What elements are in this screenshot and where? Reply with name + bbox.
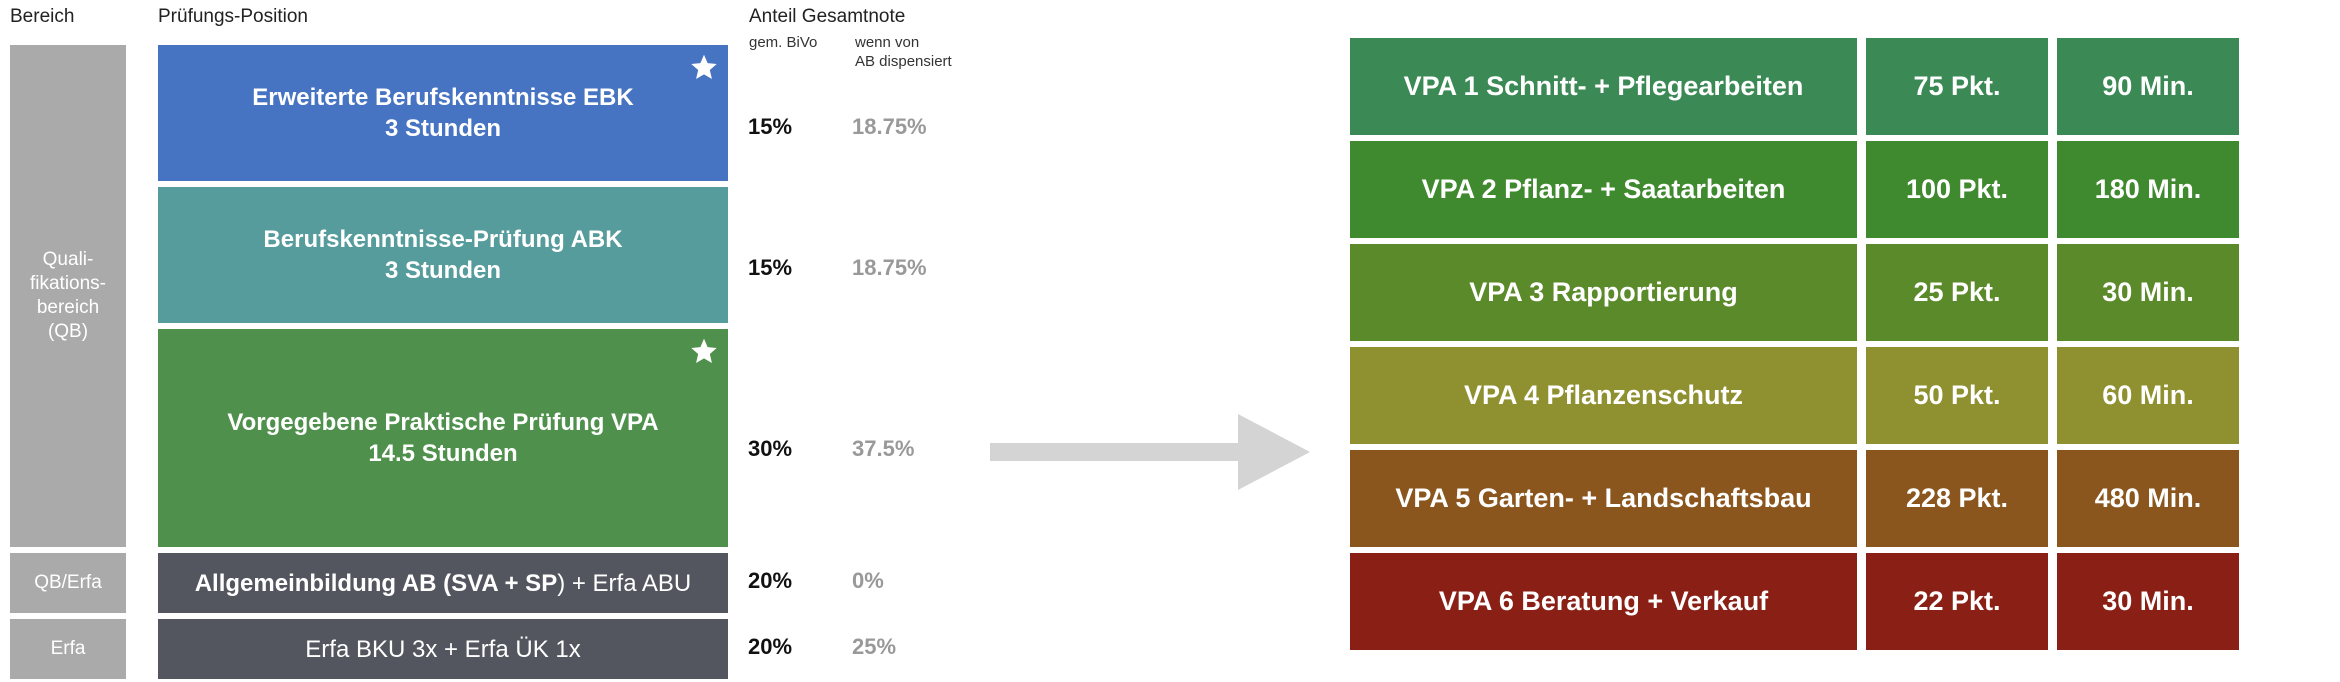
vpa-points-cell: 228 Pkt. bbox=[1866, 450, 2048, 547]
vpa-points-cell: 100 Pkt. bbox=[1866, 141, 2048, 238]
block-vpa: Vorgegebene Praktische Prüfung VPA 14.5 … bbox=[158, 329, 728, 547]
area-qb-erfa: QB/Erfa bbox=[10, 553, 126, 613]
vpa-minutes-cell: 30 Min. bbox=[2057, 553, 2239, 650]
pct-dispensiert-abk: 18.75% bbox=[852, 255, 927, 280]
vpa-minutes-cell: 180 Min. bbox=[2057, 141, 2239, 238]
area-qb-line4: (QB) bbox=[47, 321, 89, 342]
block-ebk: Erweiterte Berufskenntnisse EBK 3 Stunde… bbox=[158, 45, 728, 181]
pct-dispensiert-erfa: 25% bbox=[852, 634, 897, 659]
area-qb: Quali- fikations- bereich (QB) bbox=[10, 45, 126, 547]
block-ebk-duration: 3 Stunden bbox=[384, 115, 501, 142]
header-dispensiert-line1: wenn von bbox=[855, 34, 920, 51]
area-erfa-label: Erfa bbox=[50, 638, 86, 659]
vpa-name-cell: VPA 5 Garten- + Landschaftsbau bbox=[1350, 450, 1857, 547]
header-bivo: gem. BiVo bbox=[749, 34, 818, 51]
block-vpa-title: Vorgegebene Praktische Prüfung VPA bbox=[227, 409, 659, 436]
pct-bivo-erfa: 20% bbox=[748, 634, 793, 659]
arrow-right-icon bbox=[990, 414, 1310, 490]
block-erfa: Erfa BKU 3x + Erfa ÜK 1x bbox=[158, 619, 728, 679]
header-dispensiert: wenn von AB dispensiert bbox=[855, 33, 952, 71]
block-ab-part1: Allgemeinbildung AB ( bbox=[194, 569, 452, 597]
pct-bivo-vpa: 30% bbox=[748, 436, 793, 461]
area-qb-line3: bereich bbox=[36, 297, 100, 318]
area-qb-erfa-label: QB/Erfa bbox=[34, 572, 102, 593]
star-icon bbox=[691, 338, 717, 364]
block-ab-part3: ) + Erfa ABU bbox=[557, 569, 692, 597]
vpa-points-cell: 25 Pkt. bbox=[1866, 244, 2048, 341]
area-qb-line2: fikations- bbox=[29, 273, 107, 294]
block-ebk-title: Erweiterte Berufskenntnisse EBK bbox=[252, 84, 634, 111]
block-abk: Berufskenntnisse-Prüfung ABK 3 Stunden bbox=[158, 187, 728, 323]
header-bereich: Bereich bbox=[10, 6, 75, 27]
area-qb-line1: Quali- bbox=[42, 249, 94, 270]
vpa-minutes-cell: 60 Min. bbox=[2057, 347, 2239, 444]
vpa-name-cell: VPA 4 Pflanzenschutz bbox=[1350, 347, 1857, 444]
pct-dispensiert-ebk: 18.75% bbox=[852, 114, 927, 139]
pct-bivo-ebk: 15% bbox=[748, 114, 793, 139]
vpa-minutes-cell: 480 Min. bbox=[2057, 450, 2239, 547]
header-anteil: Anteil Gesamtnote bbox=[749, 6, 906, 27]
block-abk-title: Berufskenntnisse-Prüfung ABK bbox=[263, 226, 623, 253]
block-vpa-duration: 14.5 Stunden bbox=[368, 440, 518, 467]
vpa-points-cell: 75 Pkt. bbox=[1866, 38, 2048, 135]
star-icon bbox=[691, 54, 717, 80]
vpa-minutes-cell: 90 Min. bbox=[2057, 38, 2239, 135]
area-erfa: Erfa bbox=[10, 619, 126, 679]
vpa-minutes-cell: 30 Min. bbox=[2057, 244, 2239, 341]
pct-dispensiert-ab: 0% bbox=[852, 568, 884, 593]
vpa-name-cell: VPA 2 Pflanz- + Saatarbeiten bbox=[1350, 141, 1857, 238]
block-ab-part2: SVA + SP bbox=[451, 569, 558, 597]
vpa-name-cell: VPA 6 Beratung + Verkauf bbox=[1350, 553, 1857, 650]
vpa-name-cell: VPA 1 Schnitt- + Pflegearbeiten bbox=[1350, 38, 1857, 135]
pct-bivo-ab: 20% bbox=[748, 568, 793, 593]
vpa-points-cell: 22 Pkt. bbox=[1866, 553, 2048, 650]
pct-dispensiert-vpa: 37.5% bbox=[852, 436, 915, 461]
block-ab-text: Allgemeinbildung AB (SVA + SP) + Erfa AB… bbox=[195, 568, 692, 599]
block-erfa-text: Erfa BKU 3x + Erfa ÜK 1x bbox=[305, 635, 581, 663]
vpa-points-cell: 50 Pkt. bbox=[1866, 347, 2048, 444]
header-position: Prüfungs-Position bbox=[158, 6, 308, 27]
vpa-name-cell: VPA 3 Rapportierung bbox=[1350, 244, 1857, 341]
header-dispensiert-line2: AB dispensiert bbox=[855, 53, 952, 70]
pct-bivo-abk: 15% bbox=[748, 255, 793, 280]
block-ab: Allgemeinbildung AB (SVA + SP) + Erfa AB… bbox=[158, 553, 728, 613]
block-abk-duration: 3 Stunden bbox=[384, 257, 501, 284]
